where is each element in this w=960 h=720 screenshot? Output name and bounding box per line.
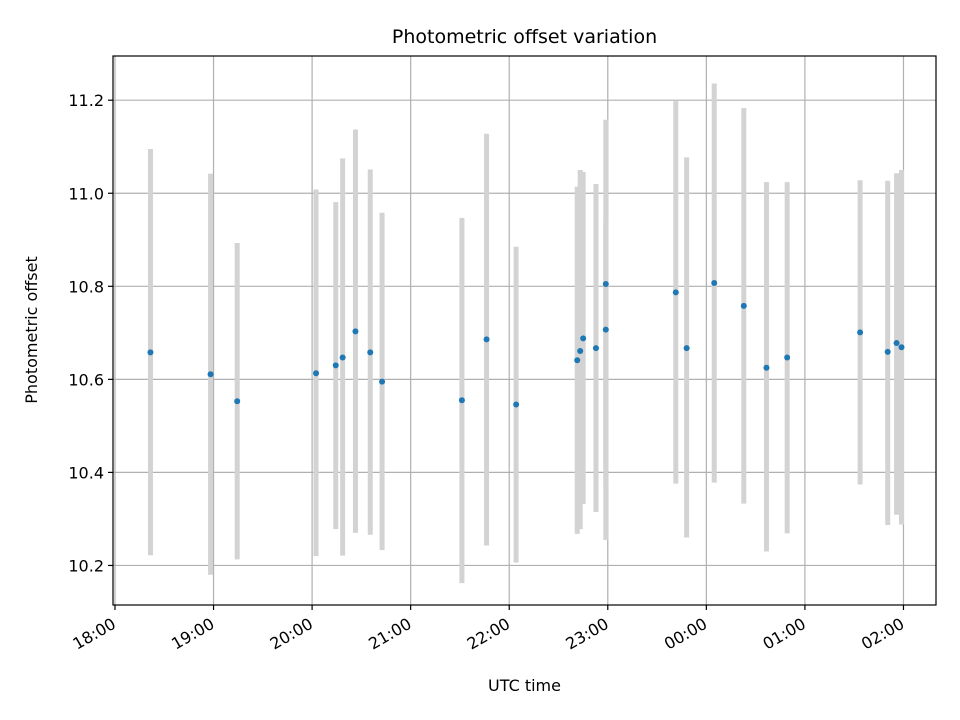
data-points bbox=[147, 280, 905, 408]
y-tick-label: 10.8 bbox=[68, 277, 104, 296]
data-point bbox=[683, 345, 690, 352]
data-point bbox=[602, 280, 609, 287]
data-point bbox=[379, 378, 386, 385]
data-point bbox=[207, 371, 214, 378]
data-point bbox=[367, 349, 374, 356]
x-tick-label: 20:00 bbox=[267, 614, 316, 654]
x-tick-label: 22:00 bbox=[464, 614, 513, 654]
x-tick-label: 23:00 bbox=[562, 614, 611, 654]
data-point bbox=[339, 354, 346, 361]
data-point bbox=[592, 345, 599, 352]
x-tick-label: 21:00 bbox=[365, 614, 414, 654]
y-axis-label: Photometric offset bbox=[22, 256, 41, 404]
data-point bbox=[784, 354, 791, 361]
x-tick-label: 00:00 bbox=[661, 614, 710, 654]
chart-title: Photometric offset variation bbox=[392, 26, 657, 48]
data-point bbox=[458, 397, 465, 404]
data-point bbox=[574, 357, 581, 364]
y-tick-label: 11.2 bbox=[68, 91, 104, 110]
x-tick-label: 02:00 bbox=[858, 614, 907, 654]
data-point bbox=[577, 347, 584, 354]
data-point bbox=[672, 289, 679, 296]
x-tick-label: 19:00 bbox=[168, 614, 217, 654]
data-point bbox=[857, 329, 864, 336]
x-axis-label: UTC time bbox=[488, 676, 561, 695]
data-point bbox=[580, 335, 587, 342]
data-point bbox=[884, 348, 891, 355]
data-point bbox=[234, 398, 241, 405]
data-point bbox=[483, 336, 490, 343]
data-point bbox=[513, 401, 520, 408]
y-tick-label: 10.4 bbox=[68, 463, 104, 482]
y-tick-label: 10.2 bbox=[68, 556, 104, 575]
data-point bbox=[711, 280, 718, 287]
x-tick-label: 18:00 bbox=[70, 614, 119, 654]
plot-frame bbox=[112, 55, 937, 606]
error-bars bbox=[147, 83, 905, 584]
data-point bbox=[740, 302, 747, 309]
y-tick-label: 11.0 bbox=[68, 184, 104, 203]
data-point bbox=[898, 344, 905, 351]
data-point bbox=[147, 349, 154, 356]
y-axis-ticks: 10.2 10.4 10.6 10.8 11.0 11.2 bbox=[68, 91, 113, 575]
data-point bbox=[352, 328, 359, 335]
x-tick-label: 01:00 bbox=[759, 614, 808, 654]
data-point bbox=[893, 340, 900, 347]
data-point bbox=[602, 326, 609, 333]
x-axis-ticks: 18:00 19:00 20:00 21:00 22:00 23:00 00:00 01:00… bbox=[70, 605, 907, 654]
data-point bbox=[332, 362, 339, 369]
data-point bbox=[313, 370, 320, 377]
data-point bbox=[763, 364, 770, 371]
y-tick-label: 10.6 bbox=[68, 370, 104, 389]
